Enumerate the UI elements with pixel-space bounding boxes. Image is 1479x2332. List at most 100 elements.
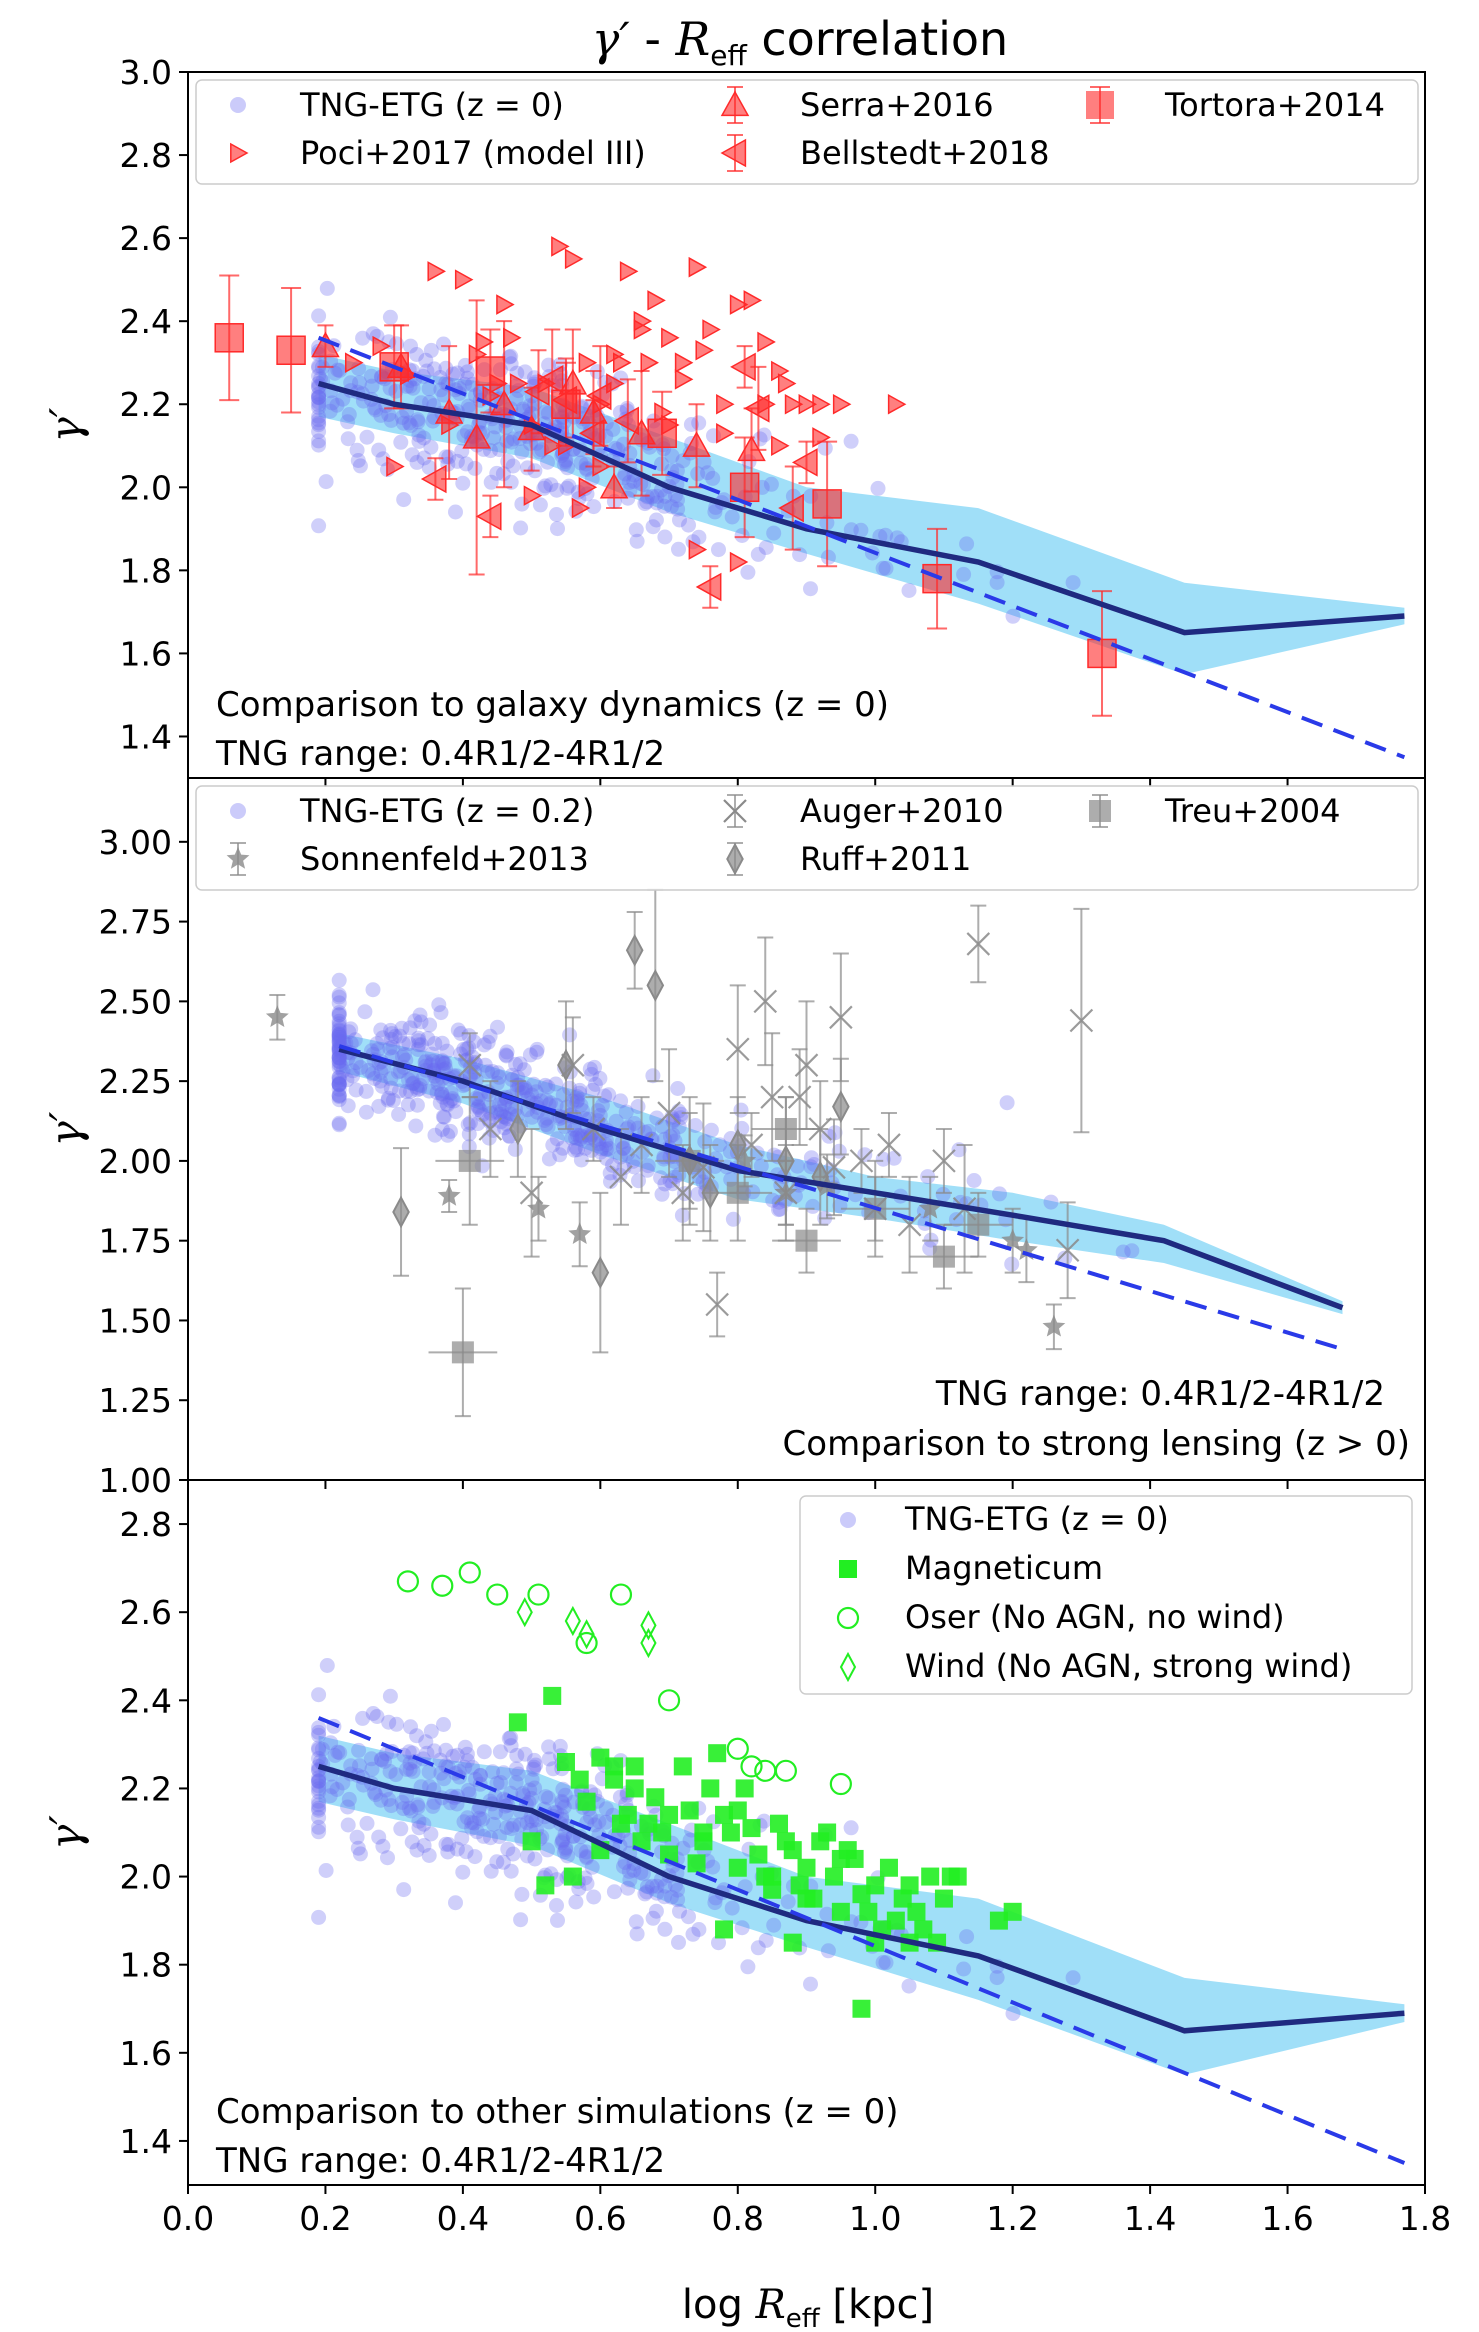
y-tick-label: 1.4: [120, 2122, 172, 2161]
tng-etg-point: [331, 1088, 347, 1104]
tng-etg-point: [322, 403, 338, 419]
tng-etg-point: [425, 1053, 441, 1069]
tng-etg-point: [395, 1049, 410, 1065]
auger-point: [457, 1053, 482, 1077]
auger-point: [877, 1133, 901, 1157]
tng-etg-point: [311, 1727, 327, 1743]
tng-etg-point: [765, 1192, 781, 1208]
tng-etg-point: [371, 1098, 387, 1114]
oser-point: [527, 1583, 550, 1606]
tng-etg-point: [411, 1037, 427, 1053]
y-tick-label: 1.4: [120, 717, 172, 756]
tng-etg-point: [410, 412, 426, 428]
tng-etg-point: [435, 1109, 451, 1125]
legend-marker-ruff: [726, 842, 744, 876]
tng-etg-point: [440, 1844, 456, 1860]
tng-etg-point: [541, 1751, 557, 1767]
y-tick-label: 1.00: [99, 1461, 172, 1500]
tng-etg-point: [750, 546, 766, 562]
tng-etg-point: [331, 1029, 347, 1045]
tng-etg-point: [460, 1753, 475, 1769]
tng-etg-point: [561, 478, 577, 494]
magneticum-point: [721, 1823, 740, 1842]
sonnenfeld-point: [265, 1005, 289, 1027]
tng-etg-point: [469, 1824, 485, 1840]
oser-point: [657, 1689, 681, 1712]
legend-marker-serra: [720, 90, 750, 117]
poci-point: [386, 456, 405, 477]
poci-point: [503, 327, 522, 349]
tng-etg-point: [406, 1075, 421, 1091]
tng-etg-point: [383, 1798, 399, 1814]
tng-etg-point: [548, 1076, 564, 1092]
tng-etg-point: [355, 1710, 371, 1726]
tng-etg-point: [311, 386, 327, 402]
auger-point: [966, 932, 991, 956]
tng-etg-point: [640, 1158, 656, 1174]
tng-etg-point: [489, 1775, 505, 1791]
tng-etg-point: [601, 1087, 617, 1103]
tng-etg-point: [558, 454, 573, 470]
ruff-point: [625, 933, 644, 967]
tng-etg-point: [370, 1042, 386, 1058]
tng-etg-point: [594, 1141, 610, 1157]
tng-etg-point: [476, 1037, 492, 1053]
tng-etg-point: [440, 1127, 456, 1143]
tng-etg-point: [477, 1057, 493, 1073]
x-tick-label: 1.4: [1124, 2199, 1176, 2238]
magneticum-point: [728, 1801, 747, 1820]
tng-etg-point: [432, 370, 448, 385]
tng-etg-point: [549, 1898, 564, 1913]
tng-etg-point: [430, 1054, 446, 1070]
tng-etg-point: [579, 1850, 595, 1866]
tng-etg-point: [948, 1212, 964, 1228]
tng-etg-point: [483, 1830, 498, 1846]
tng-etg-point: [374, 1752, 390, 1768]
tng-etg-point: [402, 1761, 418, 1777]
tng-etg-point: [385, 1040, 401, 1055]
poci-point: [777, 373, 797, 394]
tng-etg-point: [591, 1136, 607, 1152]
tng-etg-point: [332, 1745, 348, 1761]
tng-etg-point: [311, 394, 327, 410]
tng-etg-point: [331, 1077, 347, 1093]
magneticum-point: [556, 1753, 575, 1771]
auger-point: [705, 1292, 729, 1317]
tng-etg-point: [503, 348, 519, 364]
magneticum-point: [728, 1858, 747, 1877]
magneticum-point: [907, 1902, 926, 1921]
tng-etg-point: [330, 1744, 346, 1760]
tng-etg-point: [549, 482, 565, 498]
tng-etg-point: [331, 1092, 347, 1108]
tng-etg-point: [365, 982, 381, 998]
tng-etg-point: [440, 1097, 455, 1113]
oser-point: [609, 1583, 633, 1606]
tng-etg-point: [368, 1787, 384, 1803]
tng-etg-point: [408, 1118, 424, 1134]
ruff-point: [832, 1090, 850, 1124]
panel-frame: [187, 1479, 1426, 2186]
magneticum-point: [859, 1902, 878, 1921]
legend-label: TNG-ETG (z = 0): [904, 1500, 1169, 1538]
tortora-point: [551, 389, 581, 419]
tng-etg-point: [311, 389, 327, 405]
tng-etg-point: [587, 1076, 603, 1092]
tng-etg-point: [587, 1817, 603, 1833]
tng-etg-point: [453, 1046, 469, 1062]
tng-etg-point: [671, 541, 686, 557]
tng-etg-point: [543, 477, 559, 493]
legend-marker-magneticum: [839, 1560, 857, 1578]
legend-label: Auger+2010: [800, 792, 1004, 830]
tng-etg-point: [484, 1064, 500, 1079]
poci-point: [372, 335, 391, 357]
tng-etg-point: [373, 1751, 389, 1767]
oser-point: [486, 1583, 509, 1606]
tng-etg-point: [352, 1758, 367, 1774]
tng-etg-point: [497, 1109, 513, 1125]
tng-etg-point: [554, 1835, 570, 1851]
tng-etg-point: [404, 447, 420, 463]
tng-etg-point: [460, 1810, 475, 1826]
tng-etg-point: [410, 1799, 426, 1815]
tng-etg-point: [467, 1064, 483, 1080]
tng-etg-point: [331, 1075, 347, 1091]
